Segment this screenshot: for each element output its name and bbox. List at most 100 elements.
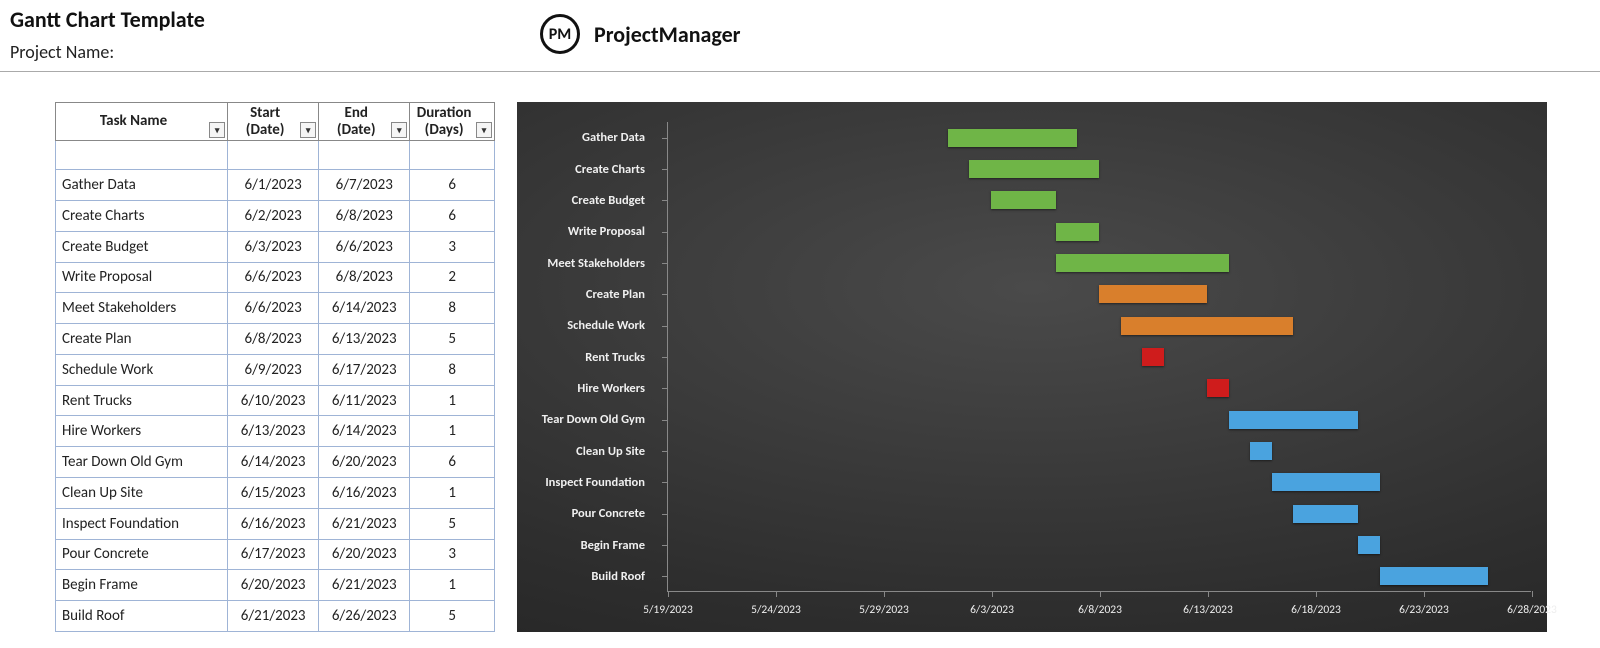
duration-cell: 1 <box>410 477 495 508</box>
table-row[interactable]: Create Plan6/8/20236/13/20235 <box>56 324 495 355</box>
task-name-cell: Build Roof <box>56 601 228 632</box>
gantt-bar[interactable] <box>1250 442 1272 460</box>
start-date-cell: 6/2/2023 <box>228 201 319 232</box>
task-name-cell: Inspect Foundation <box>56 508 228 539</box>
duration-cell: 5 <box>410 324 495 355</box>
end-date-cell: 6/14/2023 <box>319 293 410 324</box>
gantt-row: Create Plan <box>517 278 1547 310</box>
table-spacer-row <box>56 141 495 170</box>
task-name-cell: Hire Workers <box>56 416 228 447</box>
gantt-row: Gather Data <box>517 122 1547 154</box>
duration-cell: 2 <box>410 262 495 293</box>
gantt-row-label: Rent Trucks <box>517 341 655 373</box>
gantt-bar[interactable] <box>969 160 1099 178</box>
gantt-row-label: Build Roof <box>517 560 655 592</box>
gantt-bar[interactable] <box>1229 411 1359 429</box>
filter-dropdown-icon[interactable]: ▾ <box>300 122 316 138</box>
duration-cell: 6 <box>410 170 495 201</box>
gantt-row: Create Budget <box>517 184 1547 216</box>
content: Task Name▾Start(Date)▾End (Date)▾Duratio… <box>0 72 1600 642</box>
gantt-row-label: Write Proposal <box>517 216 655 248</box>
gantt-bar[interactable] <box>1099 285 1207 303</box>
task-name-cell: Gather Data <box>56 170 228 201</box>
gantt-bar[interactable] <box>1056 254 1229 272</box>
gantt-chart: 5/19/20235/24/20235/29/20236/3/20236/8/2… <box>517 102 1547 632</box>
gantt-bar[interactable] <box>991 191 1056 209</box>
duration-cell: 5 <box>410 508 495 539</box>
task-name-cell: Create Charts <box>56 201 228 232</box>
table-cell-empty <box>56 141 228 170</box>
gantt-row: Begin Frame <box>517 529 1547 561</box>
gantt-row: Create Charts <box>517 153 1547 185</box>
end-date-cell: 6/13/2023 <box>319 324 410 355</box>
table-row[interactable]: Gather Data6/1/20236/7/20236 <box>56 170 495 201</box>
task-name-cell: Begin Frame <box>56 570 228 601</box>
start-date-cell: 6/9/2023 <box>228 354 319 385</box>
table-row[interactable]: Rent Trucks6/10/20236/11/20231 <box>56 385 495 416</box>
gantt-row-label: Create Charts <box>517 153 655 185</box>
end-date-cell: 6/6/2023 <box>319 231 410 262</box>
gantt-row: Clean Up Site <box>517 435 1547 467</box>
task-name-cell: Tear Down Old Gym <box>56 447 228 478</box>
gantt-bar[interactable] <box>1056 223 1099 241</box>
end-date-cell: 6/17/2023 <box>319 354 410 385</box>
start-date-cell: 6/17/2023 <box>228 539 319 570</box>
task-name-cell: Rent Trucks <box>56 385 228 416</box>
start-date-cell: 6/13/2023 <box>228 416 319 447</box>
start-date-cell: 6/8/2023 <box>228 324 319 355</box>
gantt-row-label: Gather Data <box>517 122 655 154</box>
gantt-bar[interactable] <box>1142 348 1164 366</box>
table-row[interactable]: Build Roof6/21/20236/26/20235 <box>56 601 495 632</box>
start-date-cell: 6/20/2023 <box>228 570 319 601</box>
table-row[interactable]: Hire Workers6/13/20236/14/20231 <box>56 416 495 447</box>
gantt-row: Inspect Foundation <box>517 466 1547 498</box>
gantt-row: Meet Stakeholders <box>517 247 1547 279</box>
table-row[interactable]: Meet Stakeholders6/6/20236/14/20238 <box>56 293 495 324</box>
gantt-row-label: Schedule Work <box>517 310 655 342</box>
gantt-bar[interactable] <box>1272 473 1380 491</box>
gantt-row-label: Inspect Foundation <box>517 466 655 498</box>
duration-cell: 1 <box>410 385 495 416</box>
end-date-cell: 6/21/2023 <box>319 570 410 601</box>
start-date-cell: 6/15/2023 <box>228 477 319 508</box>
gantt-bar[interactable] <box>1121 317 1294 335</box>
table-row[interactable]: Clean Up Site6/15/20236/16/20231 <box>56 477 495 508</box>
start-date-cell: 6/6/2023 <box>228 293 319 324</box>
end-date-cell: 6/11/2023 <box>319 385 410 416</box>
gantt-bar[interactable] <box>1207 379 1229 397</box>
gantt-row-label: Create Plan <box>517 278 655 310</box>
gantt-row-label: Pour Concrete <box>517 498 655 530</box>
table-row[interactable]: Create Budget6/3/20236/6/20233 <box>56 231 495 262</box>
gantt-bar[interactable] <box>1380 567 1488 585</box>
duration-cell: 3 <box>410 231 495 262</box>
table-row[interactable]: Pour Concrete6/17/20236/20/20233 <box>56 539 495 570</box>
table-row[interactable]: Inspect Foundation6/16/20236/21/20235 <box>56 508 495 539</box>
filter-dropdown-icon[interactable]: ▾ <box>476 122 492 138</box>
gantt-rows: Gather DataCreate ChartsCreate BudgetWri… <box>517 102 1547 632</box>
page-root: Gantt Chart Template Project Name: PM Pr… <box>0 0 1600 648</box>
table-row[interactable]: Tear Down Old Gym6/14/20236/20/20236 <box>56 447 495 478</box>
header: Gantt Chart Template Project Name: PM Pr… <box>0 0 1600 72</box>
task-name-cell: Clean Up Site <box>56 477 228 508</box>
duration-cell: 8 <box>410 354 495 385</box>
duration-cell: 3 <box>410 539 495 570</box>
column-header-bottom: Task Name <box>62 113 205 130</box>
table-row[interactable]: Write Proposal6/6/20236/8/20232 <box>56 262 495 293</box>
table-row[interactable]: Schedule Work6/9/20236/17/20238 <box>56 354 495 385</box>
table-row[interactable]: Begin Frame6/20/20236/21/20231 <box>56 570 495 601</box>
gantt-row-label: Begin Frame <box>517 529 655 561</box>
gantt-bar[interactable] <box>1358 536 1380 554</box>
column-header-top: Duration <box>416 105 472 122</box>
gantt-row: Write Proposal <box>517 216 1547 248</box>
duration-cell: 6 <box>410 201 495 232</box>
end-date-cell: 6/8/2023 <box>319 201 410 232</box>
start-date-cell: 6/3/2023 <box>228 231 319 262</box>
filter-dropdown-icon[interactable]: ▾ <box>391 122 407 138</box>
table-row[interactable]: Create Charts6/2/20236/8/20236 <box>56 201 495 232</box>
gantt-bar[interactable] <box>948 129 1078 147</box>
gantt-row: Schedule Work <box>517 310 1547 342</box>
gantt-bar[interactable] <box>1293 505 1358 523</box>
task-name-cell: Schedule Work <box>56 354 228 385</box>
filter-dropdown-icon[interactable]: ▾ <box>209 122 225 138</box>
task-name-cell: Write Proposal <box>56 262 228 293</box>
